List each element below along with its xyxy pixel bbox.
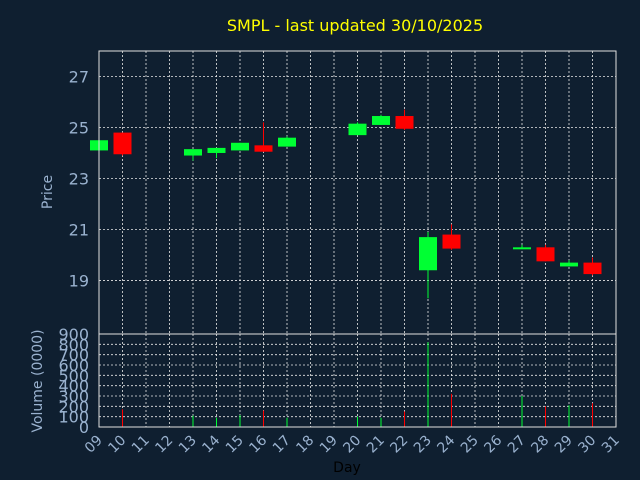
x-axis-ticks: 09 10 11 12 13 14 15 16 17 18 19 20 21 22 23 24 25 26 27 28… — [82, 432, 623, 456]
price-tick-label: 27 — [69, 67, 89, 86]
x-tick-label: 16 — [246, 432, 270, 456]
x-tick-label: 11 — [129, 433, 153, 457]
price-tick-label: 25 — [69, 118, 89, 137]
price-grid — [99, 51, 616, 334]
candle-body — [395, 116, 414, 129]
x-axis-label: Day — [333, 460, 361, 476]
volume-grid — [99, 334, 616, 427]
x-tick-label: 25 — [458, 433, 482, 457]
price-tick-label: 19 — [69, 271, 89, 290]
candle-body — [348, 123, 367, 136]
x-tick-label: 29 — [552, 433, 576, 457]
candle-body — [254, 145, 273, 152]
volume-tick-label: 200 — [58, 397, 89, 416]
volume-tick-label: 600 — [58, 356, 89, 375]
candle-body — [419, 237, 437, 271]
chart-title: SMPL - last updated 30/10/2025 — [227, 16, 483, 35]
x-tick-label: 24 — [434, 432, 458, 456]
volume-tick-label: 900 — [58, 325, 89, 344]
volume-bars — [122, 342, 593, 427]
candle-body — [536, 247, 555, 262]
x-tick-label: 15 — [223, 433, 247, 457]
candle-body — [513, 247, 531, 250]
price-panel: 19 21 23 25 27 Price — [40, 50, 617, 335]
x-tick-label: 30 — [575, 433, 599, 457]
price-tick-label: 23 — [69, 169, 89, 188]
x-tick-label: 23 — [411, 433, 435, 457]
volume-tick-label: 300 — [58, 387, 89, 406]
volume-tick-label: 700 — [58, 346, 89, 365]
x-tick-label: 31 — [599, 433, 623, 457]
x-tick-label: 26 — [481, 432, 505, 456]
x-tick-label: 19 — [317, 433, 341, 457]
candles — [90, 109, 602, 299]
candle-body — [583, 262, 602, 275]
price-axis-label: Price — [40, 175, 56, 209]
x-tick-label: 17 — [270, 433, 294, 457]
volume-axis-label: Volume (0000) — [30, 329, 46, 432]
candle-body — [560, 262, 578, 267]
volume-tick-label: 500 — [58, 366, 89, 385]
candle-body — [207, 147, 226, 153]
x-tick-label: 12 — [152, 433, 176, 457]
x-tick-label: 14 — [199, 432, 223, 456]
x-tick-label: 13 — [176, 433, 200, 457]
price-y-ticks: 19 21 23 25 27 — [69, 67, 89, 290]
x-tick-label: 22 — [387, 433, 411, 457]
candle-body — [184, 149, 202, 156]
candle-body — [278, 137, 296, 147]
x-tick-label: 28 — [528, 433, 552, 457]
volume-tick-label: 0 — [79, 418, 89, 437]
candle-body — [372, 116, 390, 125]
volume-panel-frame — [98, 333, 617, 428]
candle-body — [231, 142, 249, 151]
candle-body — [113, 132, 132, 155]
x-tick-label: 18 — [293, 433, 317, 457]
x-tick-label: 21 — [364, 433, 388, 457]
price-tick-label: 21 — [69, 220, 89, 239]
volume-tick-label: 100 — [58, 408, 89, 427]
volume-tick-label: 800 — [58, 335, 89, 354]
volume-tick-label: 400 — [58, 377, 89, 396]
candle-body — [442, 234, 461, 249]
x-tick-label: 10 — [105, 433, 129, 457]
x-tick-label: 20 — [340, 433, 364, 457]
x-tick-label: 27 — [505, 433, 529, 457]
